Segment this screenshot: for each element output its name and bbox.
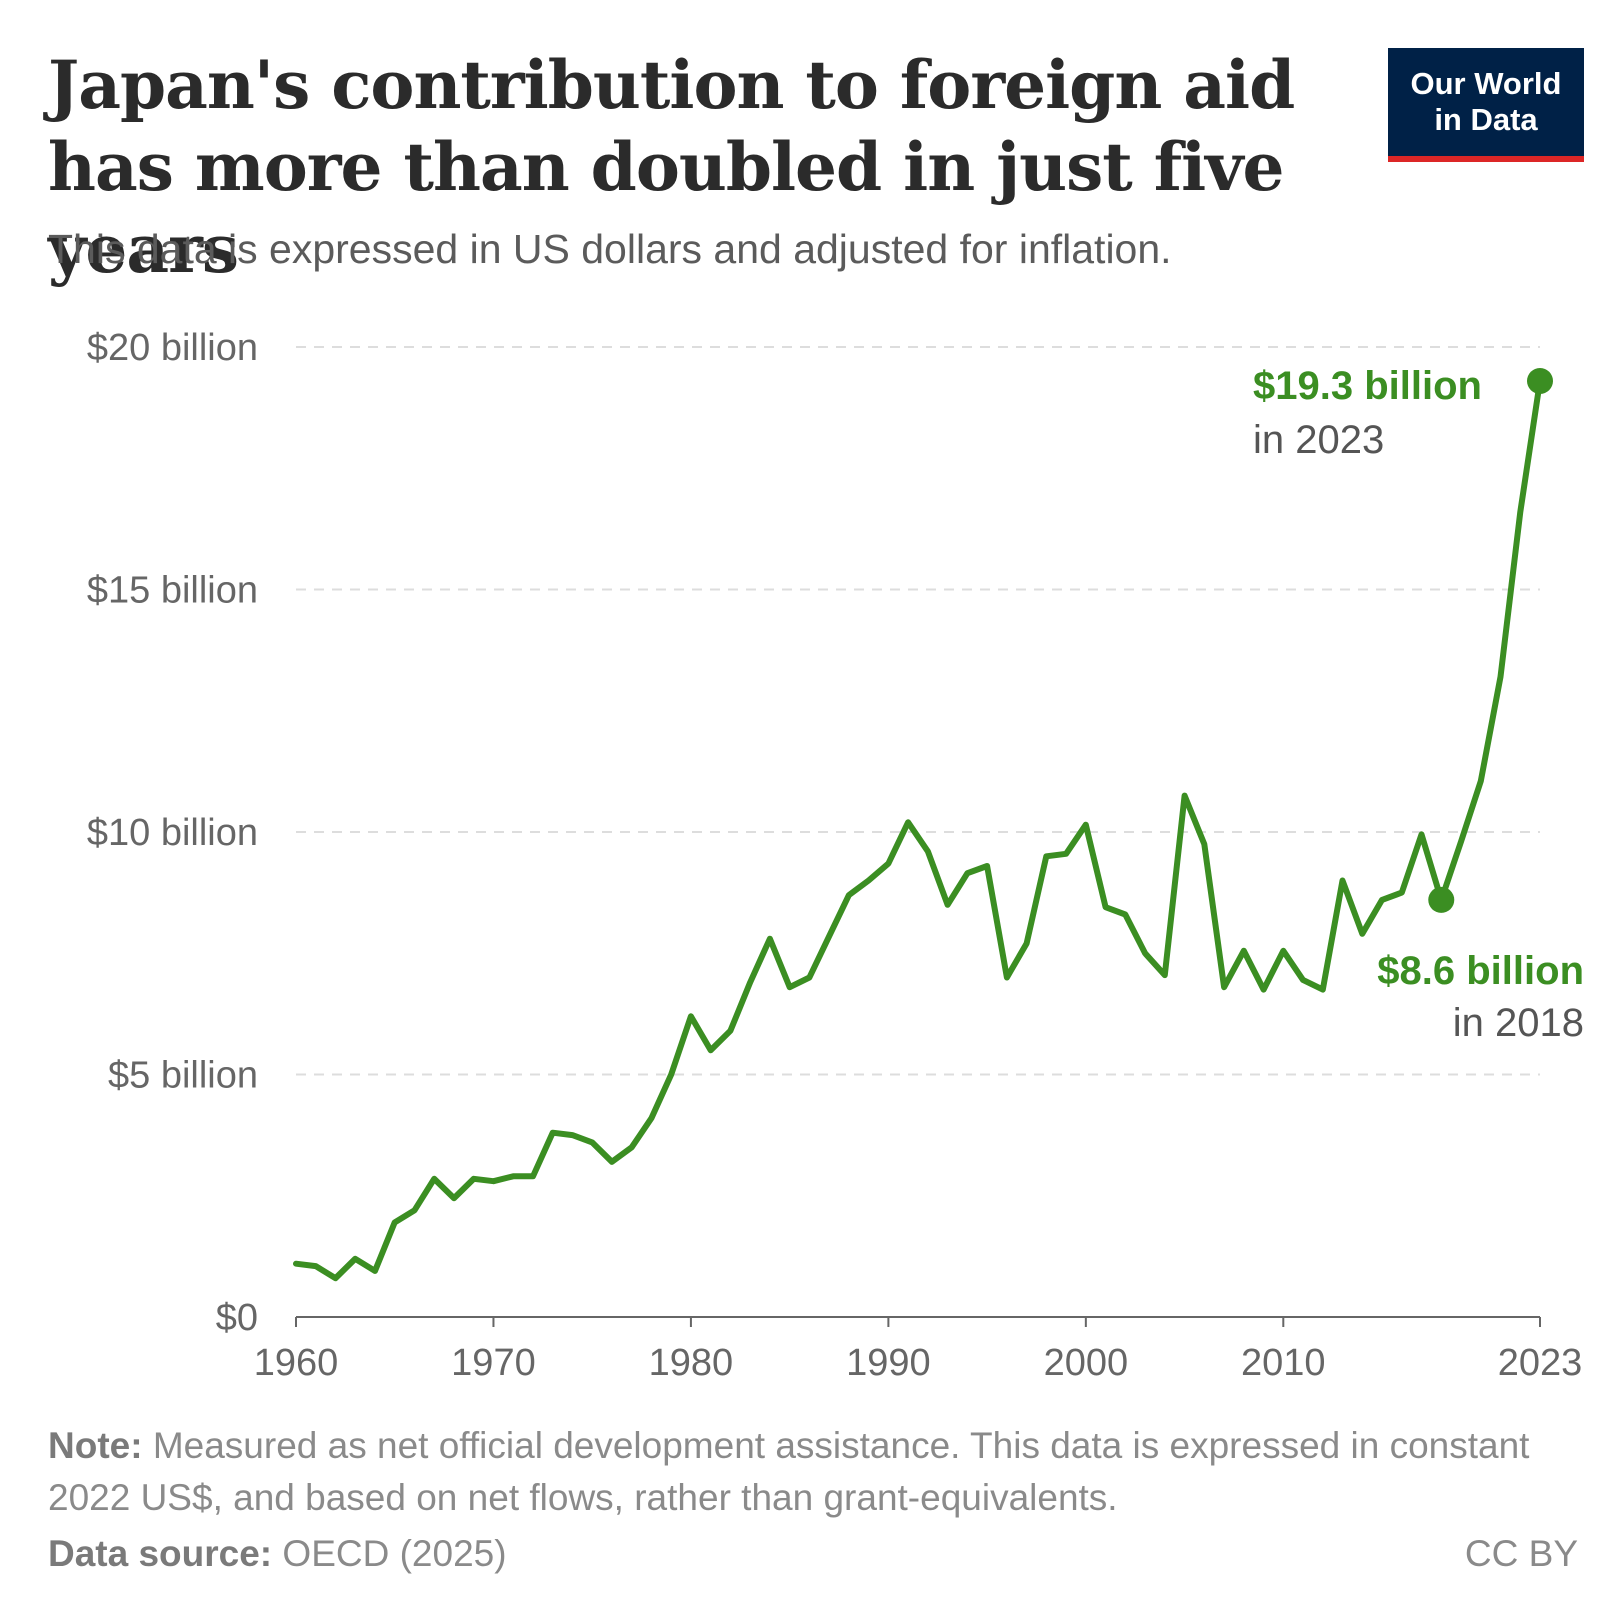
annotation-value: $8.6 billion	[1377, 949, 1584, 993]
y-tick-label: $0	[216, 1297, 258, 1339]
x-tick-label: 2010	[1241, 1342, 1326, 1384]
y-tick-label: $15 billion	[87, 570, 258, 612]
annotation-year: in 2018	[1453, 1001, 1584, 1045]
annotation-year: in 2023	[1253, 418, 1384, 462]
series-line	[293, 377, 1543, 1282]
y-tick-label: $20 billion	[87, 327, 258, 369]
license-link[interactable]: CC BY	[1464, 1533, 1578, 1574]
x-tick-label: 2000	[1044, 1342, 1129, 1384]
x-tick-label: 1970	[451, 1342, 536, 1384]
annotation-point	[1428, 886, 1455, 913]
logo-line-2: in Data	[1434, 102, 1538, 137]
chart-title: Japan's contribution to foreign aid has …	[48, 46, 1295, 288]
chart-note: Note: Measured as net official developme…	[48, 1420, 1578, 1524]
annotation-value: $19.3 billion	[1253, 364, 1482, 408]
x-axis: 1960 1970 1980 1990 2000 2010 2023	[254, 1316, 1583, 1384]
note-text: Measured as net official development ass…	[48, 1425, 1530, 1518]
annotations: $19.3 billion in 2023 $8.6 billion in 2018	[1253, 364, 1584, 1045]
y-tick-label: $5 billion	[108, 1055, 258, 1097]
annotation-point	[1527, 367, 1553, 394]
owid-logo[interactable]: Our World in Data	[1388, 48, 1584, 162]
logo-line-1: Our World	[1410, 66, 1562, 101]
chart-subtitle: This data is expressed in US dollars and…	[48, 226, 1172, 272]
x-tick-label: 2023	[1498, 1342, 1583, 1384]
series-group	[293, 377, 1543, 1282]
x-tick-label: 1960	[254, 1342, 339, 1384]
x-tick-label: 1980	[649, 1342, 734, 1384]
y-tick-label: $10 billion	[87, 812, 258, 854]
y-axis-labels: $0 $5 billion $10 billion $15 billion $20 bi…	[87, 327, 258, 1339]
source-link[interactable]: OECD (2025)	[282, 1533, 507, 1574]
source-label: Data source:	[48, 1533, 273, 1574]
note-label: Note:	[48, 1425, 143, 1466]
x-tick-label: 1990	[846, 1342, 931, 1384]
data-source: Data source: OECD (2025)	[48, 1533, 507, 1575]
